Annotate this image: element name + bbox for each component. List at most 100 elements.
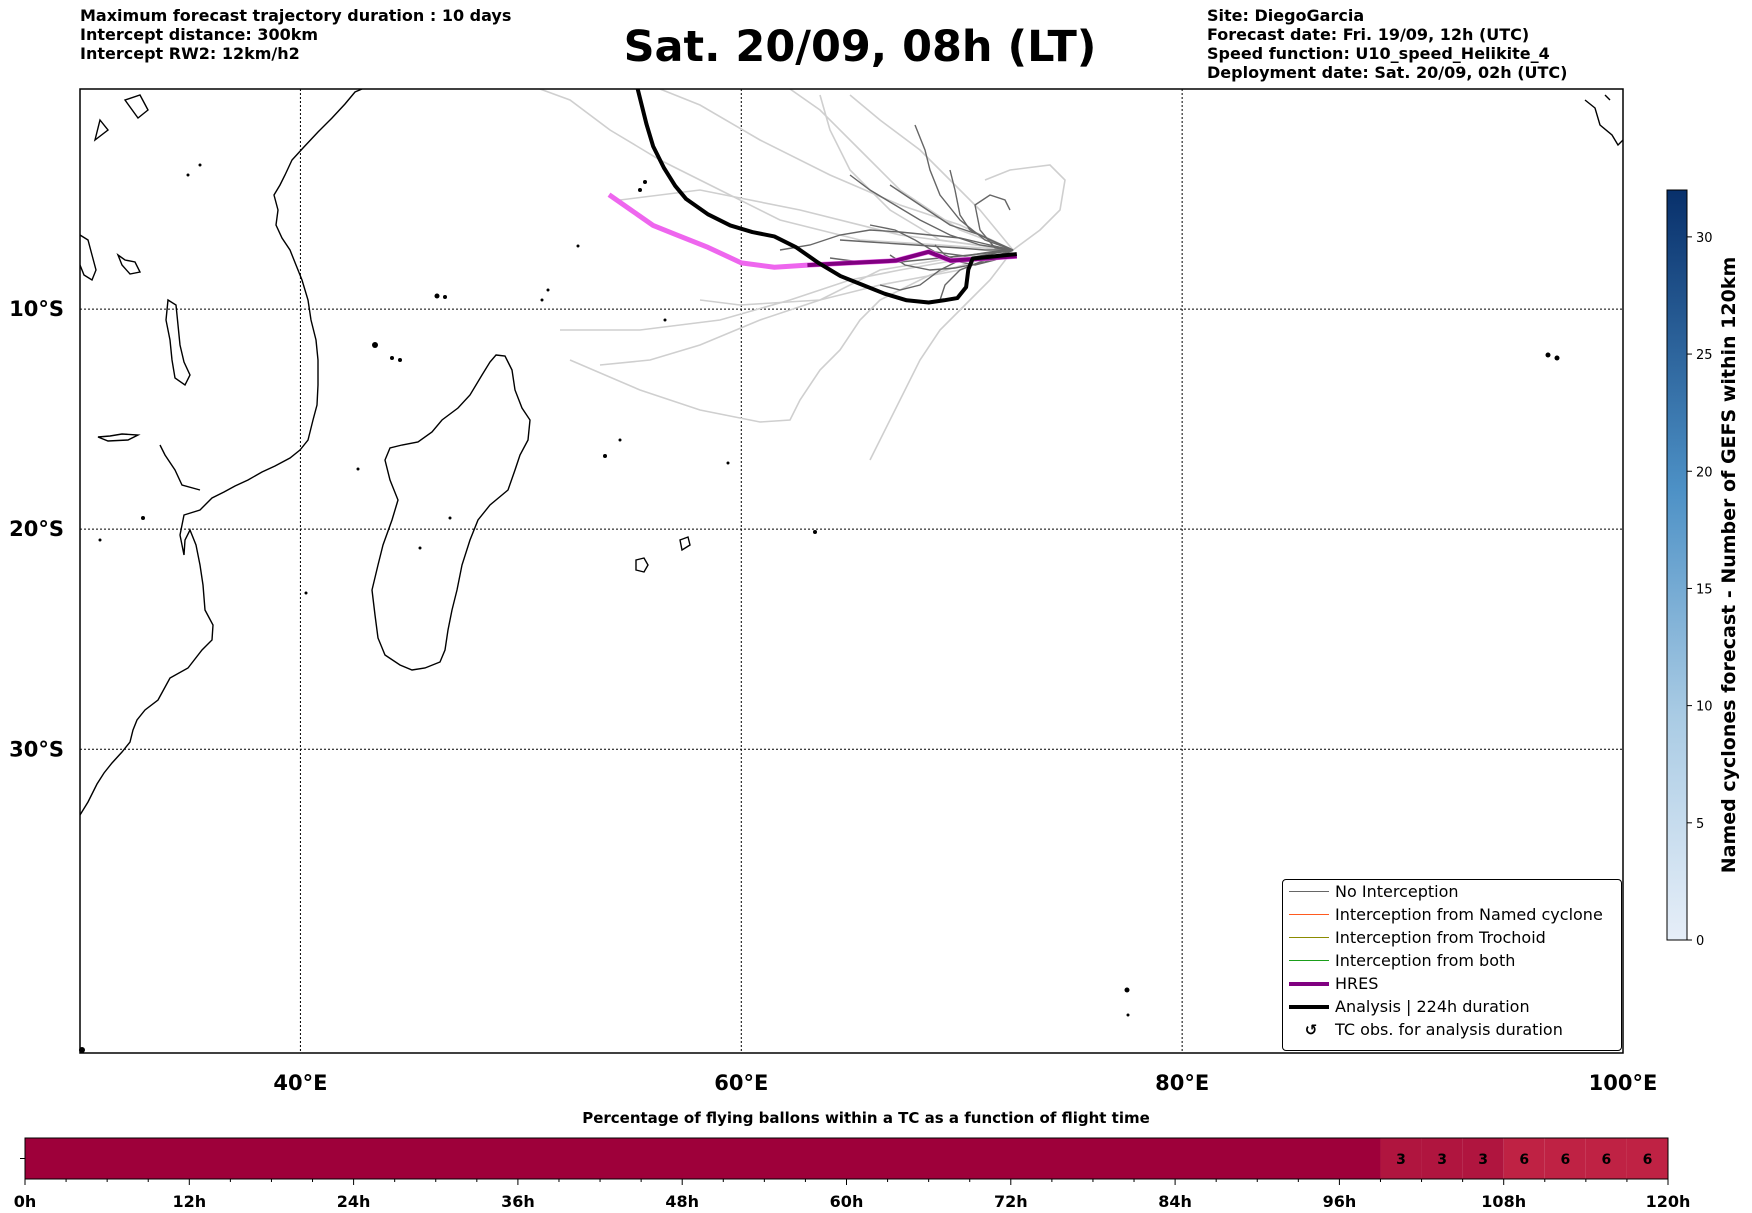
analysis-trajectory: [635, 89, 1018, 305]
flight-bar-segment: [1626, 1138, 1668, 1179]
island-coastline: [123, 94, 149, 120]
colorbar-tick-label: 5: [1696, 817, 1704, 832]
colorbar-gradient: [1666, 189, 1688, 941]
legend-swatch: [1289, 982, 1329, 986]
flight-bar-tick-label: 0h: [14, 1192, 37, 1211]
flight-bar-value: 6: [1602, 1152, 1612, 1168]
legend-label: TC obs. for analysis duration: [1335, 1020, 1563, 1039]
cyclone-icon: ↺: [1304, 1021, 1318, 1039]
island-coastline: [97, 433, 141, 442]
legend-label: Interception from both: [1335, 951, 1516, 970]
flight-bar-value: 6: [1519, 1152, 1529, 1168]
island-coastline: [159, 444, 201, 491]
legend-item-no-interception: No Interception: [1283, 881, 1621, 903]
flight-bar-tick-label: 120h: [1646, 1192, 1691, 1211]
lon-tick-label: 40°E: [273, 1071, 327, 1095]
socotra-coastline: [80, 234, 97, 282]
island-coastline: [93, 118, 109, 142]
legend-item-named-cyclone: Interception from Named cyclone: [1283, 904, 1621, 926]
flight-bar-tick-label: 96h: [1323, 1192, 1357, 1211]
flight-bar-segments: 3 3 3 6 6 6 6: [25, 1138, 1668, 1179]
flight-bar-value: 3: [1396, 1152, 1406, 1168]
africa-coastline: [80, 89, 363, 816]
map-series: [607, 89, 1018, 305]
lon-tick-label: 100°E: [1589, 1071, 1658, 1095]
mascarene-island: [679, 536, 691, 552]
flight-bar-tick-label: 84h: [1158, 1192, 1192, 1211]
map-border: [79, 88, 1624, 1054]
flight-bar-tick-label: 36h: [501, 1192, 535, 1211]
flight-bar-segment: [25, 1138, 1381, 1179]
island-coastline: [116, 253, 142, 275]
legend-swatch: [1289, 937, 1329, 938]
map-grid: [80, 89, 1623, 1053]
small-islands: [79, 163, 1560, 1053]
legend-swatch: [1289, 914, 1329, 915]
colorbar: 0 5 10 15 20 25 30 Named cyclones forecast - N…: [1666, 189, 1740, 949]
legend-item-tc-obs: ↺ TC obs. for analysis duration: [1283, 1019, 1621, 1041]
madagascar-coastline: [371, 354, 531, 671]
flight-bar-tick-label: 72h: [994, 1192, 1028, 1211]
legend-label: HRES: [1335, 974, 1379, 993]
lat-tick-label: 30°S: [9, 737, 64, 761]
island-coastline: [1604, 94, 1611, 101]
header-line: Speed function: U10_speed_Helikite_4: [1207, 44, 1550, 63]
flight-bar-segment: [1585, 1138, 1627, 1179]
island-coastline: [1584, 99, 1623, 147]
flight-bar-segment: [1462, 1138, 1504, 1179]
colorbar-label: Named cyclones forecast - Number of GEFS…: [1718, 257, 1740, 874]
legend: No Interception Interception from Named …: [1282, 879, 1622, 1051]
flight-bar-segment: [1421, 1138, 1463, 1179]
flight-bar-tick-label: 108h: [1481, 1192, 1526, 1211]
header-line: Site: DiegoGarcia: [1207, 6, 1365, 25]
flight-bar-value: 3: [1437, 1152, 1447, 1168]
legend-swatch: [1289, 1005, 1329, 1009]
flight-bar-segment: [1380, 1138, 1422, 1179]
legend-item-hres: HRES: [1283, 973, 1621, 995]
flight-bar-tick-label: 24h: [337, 1192, 371, 1211]
colorbar-tick-label: 20: [1696, 465, 1713, 480]
flight-bar-value: 3: [1478, 1152, 1488, 1168]
lat-tick-label: 20°S: [9, 517, 64, 541]
legend-label: Interception from Named cyclone: [1335, 905, 1603, 924]
flight-time-bar: Percentage of flying ballons within a TC…: [14, 1109, 1691, 1211]
header-line: Forecast date: Fri. 19/09, 12h (UTC): [1207, 25, 1530, 44]
legend-item-analysis: Analysis | 224h duration: [1283, 996, 1621, 1018]
colorbar-tick-label: 30: [1696, 231, 1713, 246]
legend-item-both: Interception from both: [1283, 950, 1621, 972]
flight-bar-value: 6: [1643, 1152, 1653, 1168]
colorbar-ticks: 0 5 10 15 20 25 30: [1687, 231, 1713, 949]
legend-label: Interception from Trochoid: [1335, 928, 1546, 947]
map-title: Sat. 20/09, 08h (LT): [623, 22, 1097, 72]
flight-bar-segment: [1544, 1138, 1586, 1179]
flight-bar-title: Percentage of flying ballons within a TC…: [582, 1109, 1150, 1127]
colorbar-tick-label: 10: [1696, 700, 1713, 715]
flight-bar-value: 6: [1560, 1152, 1570, 1168]
legend-item-trochoid: Interception from Trochoid: [1283, 927, 1621, 949]
header-line: Intercept RW2: 12km/h2: [80, 44, 300, 63]
flight-bar-tick-label: 60h: [830, 1192, 864, 1211]
legend-label: Analysis | 224h duration: [1335, 997, 1530, 1016]
colorbar-tick-label: 25: [1696, 348, 1713, 363]
sri-lanka-like-island: [165, 298, 191, 387]
legend-swatch: [1289, 891, 1329, 892]
colorbar-tick-label: 15: [1696, 582, 1713, 597]
header-line: Deployment date: Sat. 20/09, 02h (UTC): [1207, 63, 1568, 82]
map-axis-labels: 40°E 60°E 80°E 100°E 10°S 20°S 30°S: [9, 297, 1657, 1095]
legend-swatch: [1289, 960, 1329, 961]
lon-tick-label: 60°E: [714, 1071, 768, 1095]
coastlines: [80, 89, 1623, 816]
header-info-right: Site: DiegoGarcia Forecast date: Fri. 19…: [1207, 6, 1567, 82]
flight-bar-segment: [1503, 1138, 1545, 1179]
lon-tick-label: 80°E: [1155, 1071, 1209, 1095]
mascarene-island: [635, 557, 649, 573]
colorbar-tick-label: 0: [1696, 934, 1704, 949]
header-line: Intercept distance: 300km: [80, 25, 319, 44]
lat-tick-label: 10°S: [9, 297, 64, 321]
flight-bar-tick-label: 48h: [665, 1192, 699, 1211]
flight-bar-ticks: 0h 12h 24h 36h 48h 60h 72h 84h 96h 108h 120h: [14, 1158, 1691, 1211]
flight-bar-tick-label: 12h: [172, 1192, 206, 1211]
legend-label: No Interception: [1335, 882, 1459, 901]
header-line: Maximum forecast trajectory duration : 1…: [80, 6, 512, 25]
header-info-left: Maximum forecast trajectory duration : 1…: [80, 6, 511, 63]
